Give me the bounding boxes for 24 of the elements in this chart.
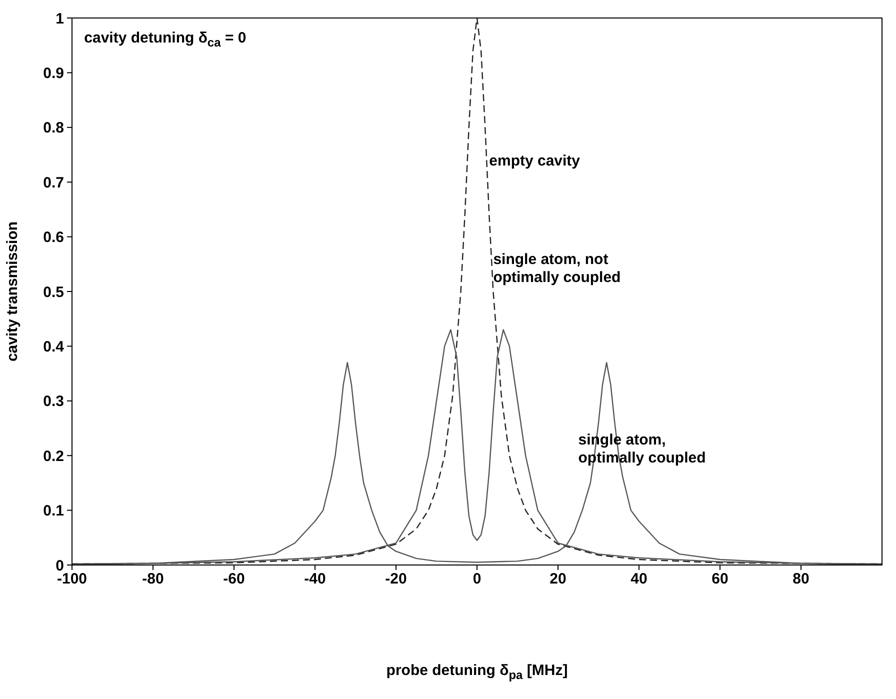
annotation: single atom, not optimally coupled [493, 251, 621, 286]
annotation: cavity detuning δ$_{ca}$ = 0 [84, 30, 246, 50]
x-tick-label: -20 [385, 570, 407, 588]
x-tick-label: -40 [304, 570, 326, 588]
x-tick-label: 60 [712, 570, 728, 588]
y-tick-label: 0.3 [43, 393, 64, 410]
x-tick-label: 20 [550, 570, 566, 588]
y-tick-label: 0.1 [43, 502, 64, 520]
y-tick-label: 0.6 [43, 229, 64, 246]
y-tick-label: 0.7 [43, 174, 64, 192]
x-tick-label: -60 [223, 570, 245, 588]
x-axis-title: probe detuning δ$_{pa}$ [MHz] [386, 662, 568, 682]
y-tick-label: 0.8 [43, 120, 64, 137]
y-tick-label: 0.2 [43, 448, 64, 465]
y-tick-label: 0.5 [43, 284, 64, 301]
x-tick-label: 80 [792, 570, 810, 588]
x-tick-label: 0 [472, 570, 482, 588]
y-axis-title: cavity transmission [4, 221, 21, 362]
x-tick-label: -80 [142, 570, 164, 588]
y-tick-label: 0.9 [43, 65, 64, 82]
x-tick-label: 40 [630, 570, 648, 588]
annotation: empty cavity [489, 152, 581, 170]
y-tick-label: 1 [56, 10, 64, 28]
y-tick-label: 0.4 [43, 338, 65, 356]
